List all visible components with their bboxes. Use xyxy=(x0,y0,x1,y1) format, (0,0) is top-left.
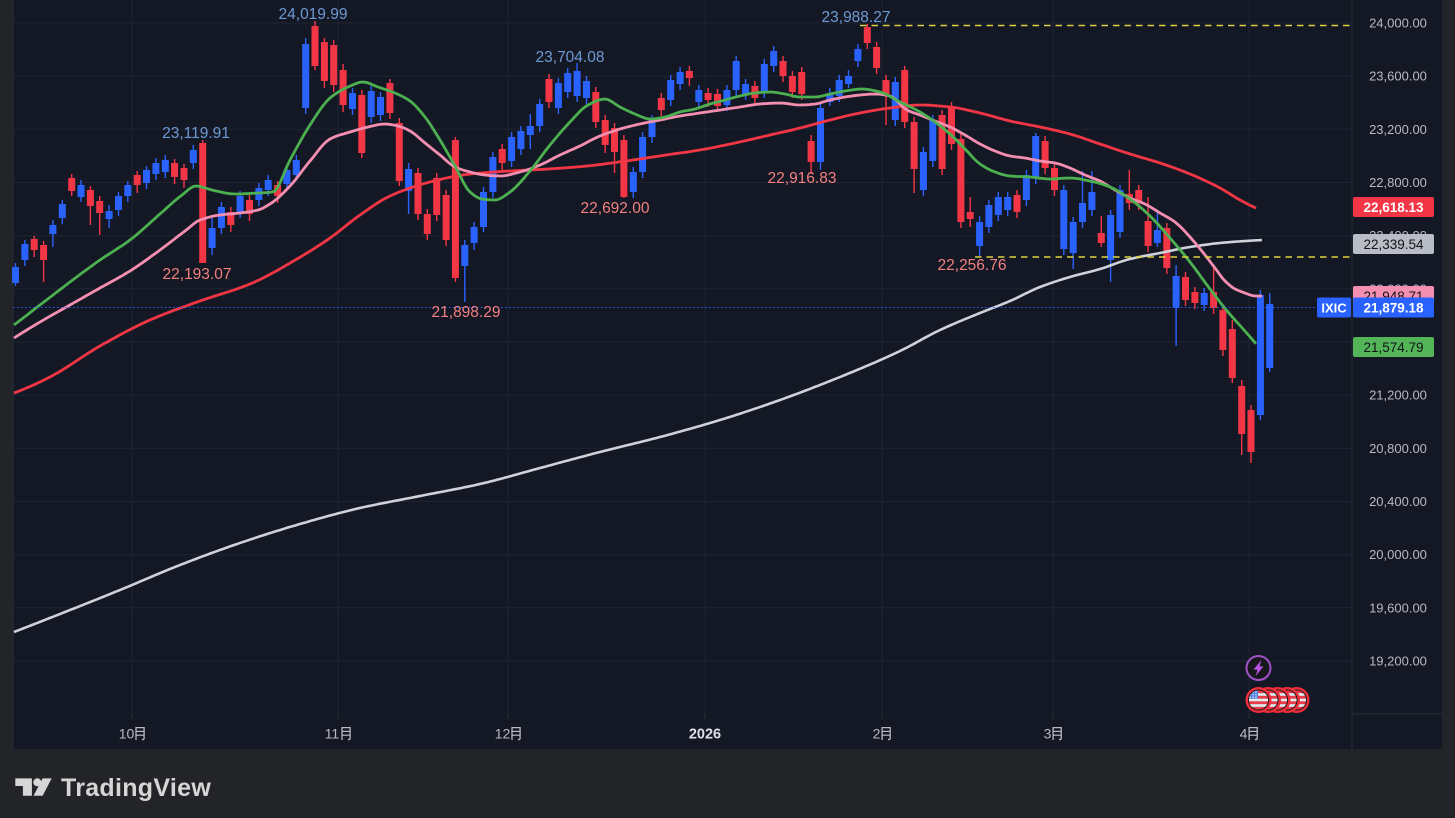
svg-text:22,339.54: 22,339.54 xyxy=(1363,237,1424,252)
svg-text:23,200.00: 23,200.00 xyxy=(1369,122,1427,137)
svg-text:21,200.00: 21,200.00 xyxy=(1369,388,1427,403)
svg-text:23,600.00: 23,600.00 xyxy=(1369,69,1427,84)
svg-text:24,000.00: 24,000.00 xyxy=(1369,16,1427,31)
svg-text:21,898.29: 21,898.29 xyxy=(432,304,501,321)
svg-text:21,574.79: 21,574.79 xyxy=(1363,340,1423,355)
svg-text:20,000.00: 20,000.00 xyxy=(1369,547,1427,562)
svg-text:11: 11 xyxy=(325,726,340,742)
svg-text:19,200.00: 19,200.00 xyxy=(1369,654,1427,669)
svg-text:23,704.08: 23,704.08 xyxy=(536,49,605,66)
svg-text:22,800.00: 22,800.00 xyxy=(1369,175,1427,190)
svg-text:4: 4 xyxy=(1240,726,1248,742)
svg-text:22,193.07: 22,193.07 xyxy=(163,266,232,283)
svg-text:21,879.18: 21,879.18 xyxy=(1363,300,1424,315)
svg-text:22,916.83: 22,916.83 xyxy=(768,170,837,187)
svg-text:2026: 2026 xyxy=(689,727,721,743)
svg-text:22,618.13: 22,618.13 xyxy=(1363,200,1424,215)
svg-text:TradingView: TradingView xyxy=(61,774,211,802)
svg-text:20,800.00: 20,800.00 xyxy=(1369,441,1427,456)
svg-text:22,256.76: 22,256.76 xyxy=(938,257,1007,274)
svg-text:IXIC: IXIC xyxy=(1321,300,1347,315)
svg-text:23,119.91: 23,119.91 xyxy=(162,125,230,142)
svg-text:12: 12 xyxy=(495,726,511,742)
svg-text:3: 3 xyxy=(1044,726,1052,742)
svg-text:23,988.27: 23,988.27 xyxy=(822,9,891,26)
svg-text:19,600.00: 19,600.00 xyxy=(1369,600,1427,615)
svg-text:24,019.99: 24,019.99 xyxy=(279,6,348,23)
svg-text:2: 2 xyxy=(873,726,881,742)
svg-text:10: 10 xyxy=(119,726,135,742)
svg-text:20,400.00: 20,400.00 xyxy=(1369,494,1427,509)
svg-text:22,692.00: 22,692.00 xyxy=(581,200,650,217)
